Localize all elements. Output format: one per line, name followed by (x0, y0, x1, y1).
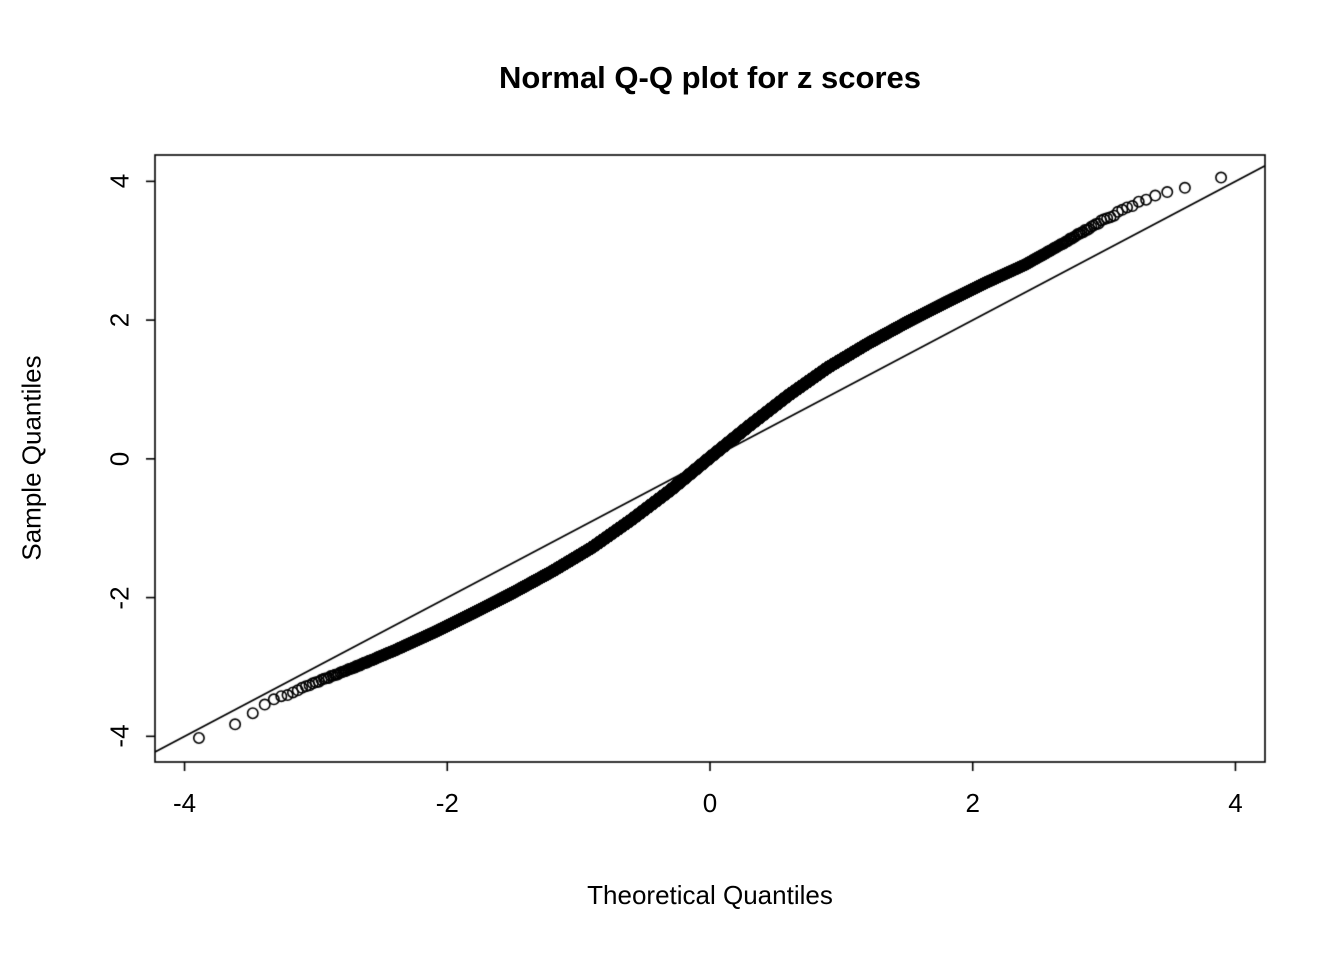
x-tick-label: 4 (1228, 788, 1243, 818)
x-axis-label: Theoretical Quantiles (587, 880, 833, 910)
y-tick-label: 2 (104, 312, 135, 328)
x-tick-label: -2 (435, 788, 459, 818)
chart-title: Normal Q-Q plot for z scores (498, 60, 922, 95)
y-tick-label: 0 (104, 451, 135, 467)
y-tick-label: -4 (104, 724, 135, 748)
y-axis-label: Sample Quantiles (16, 355, 47, 561)
x-tick-label: -4 (172, 788, 197, 818)
x-tick-label: 2 (965, 788, 980, 818)
x-tick-label: 0 (702, 788, 718, 818)
y-tick-label: -2 (104, 586, 135, 610)
y-tick-label: 4 (104, 174, 135, 189)
